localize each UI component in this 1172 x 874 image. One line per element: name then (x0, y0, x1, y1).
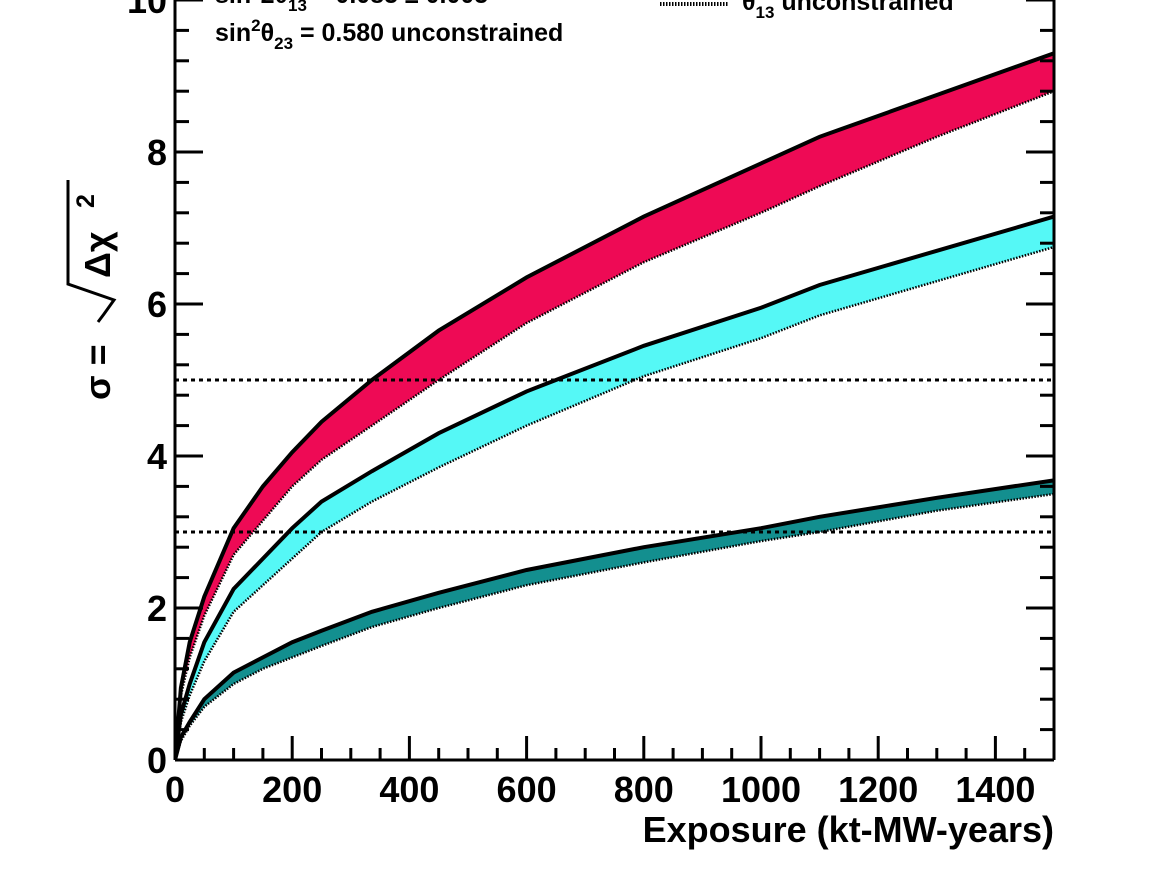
x-tick-label: 600 (497, 769, 557, 810)
band-bottom-lower-line (175, 492, 1054, 760)
x-tick-label: 1000 (721, 769, 801, 810)
annotation-theta23-sup: 2 (251, 16, 260, 35)
band-middle-lower-line (175, 245, 1054, 760)
y-tick-label: 6 (147, 284, 167, 325)
legend-label-sub: 13 (756, 3, 775, 22)
y-tick-label: 10 (127, 0, 167, 21)
y-tick-label: 0 (147, 740, 167, 781)
annotation-theta13-prefix: sin (215, 0, 251, 9)
annotation-theta23-sub: 23 (274, 34, 293, 53)
x-axis-title: Exposure (kt-MW-years) (643, 809, 1054, 850)
legend-label: θ13 unconstrained (742, 0, 954, 22)
band-bottom-upper-line (175, 478, 1054, 760)
annotation-theta23-mid: θ (261, 19, 275, 47)
band-top-fill (175, 53, 1054, 760)
x-tick-label: 1400 (955, 769, 1035, 810)
x-tick-label: 1200 (838, 769, 918, 810)
x-tick-label: 200 (262, 769, 322, 810)
annotation-theta13-suffix: = 0.085 ± 0.005 (307, 0, 488, 9)
legend-label-main: θ (742, 0, 756, 16)
x-tick-label: 0 (165, 769, 185, 810)
annotation-theta23-prefix: sin (215, 19, 251, 47)
annotation-theta13-mid: 2θ (261, 0, 288, 9)
annotation-theta13: sin22θ13 = 0.085 ± 0.005 (215, 0, 488, 15)
annotation-theta23: sin2θ23 = 0.580 unconstrained (215, 16, 563, 53)
legend-label-suffix: unconstrained (774, 0, 953, 16)
y-axis-title-radicand: Δχ (77, 231, 118, 278)
band-top-upper-line (175, 51, 1054, 760)
x-tick-label: 400 (379, 769, 439, 810)
legend: θ13 unconstrained (660, 0, 954, 22)
band-middle-fill (175, 216, 1054, 760)
y-axis-title-prefix: σ = (77, 344, 118, 400)
band-middle-upper-line (175, 214, 1054, 760)
y-tick-label: 8 (147, 132, 167, 173)
x-tick-label: 800 (614, 769, 674, 810)
band-top-lower-line (175, 90, 1054, 760)
annotation-theta23-suffix: = 0.580 unconstrained (293, 19, 563, 47)
y-tick-label: 4 (147, 436, 167, 477)
y-axis-title-radical (66, 180, 117, 323)
y-tick-label: 2 (147, 588, 167, 629)
annotation-theta13-sub: 13 (288, 0, 307, 15)
y-axis-title-power: 2 (72, 194, 100, 208)
y-axis-title: σ = Δχ 2 (66, 180, 118, 400)
